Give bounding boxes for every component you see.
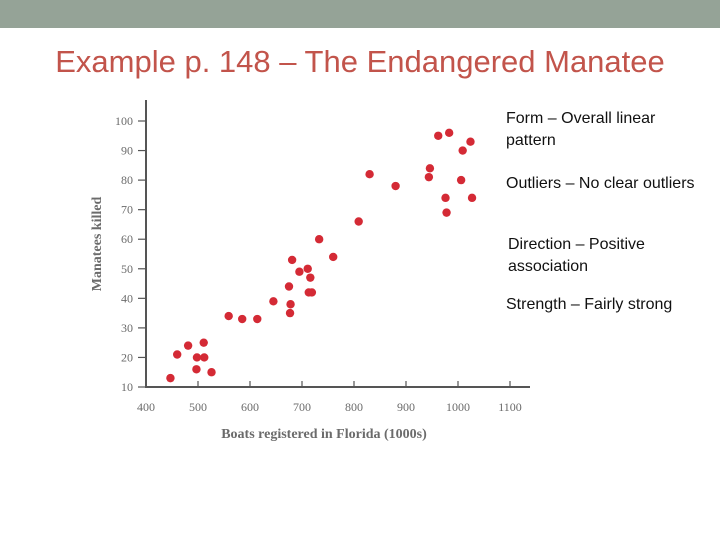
- data-point: [329, 252, 338, 262]
- y-ticks: 10 20 30 40 50 60 70 80 90 100: [115, 114, 146, 394]
- x-ticks: 400 500 600 700 800 900 1000 1100: [137, 381, 522, 414]
- data-point: [424, 172, 434, 182]
- data-point: [199, 338, 208, 347]
- x-tick-label: 1100: [498, 400, 522, 414]
- y-tick-label: 40: [121, 291, 133, 305]
- data-point: [173, 350, 182, 359]
- data-point: [314, 235, 324, 244]
- data-point: [287, 255, 297, 265]
- note-strength: Strength – Fairly strong: [506, 296, 673, 313]
- data-point: [303, 264, 312, 273]
- data-point: [365, 170, 374, 179]
- y-axis-label: Manatees killed: [90, 197, 105, 292]
- data-point: [269, 297, 278, 306]
- y-tick-label: 50: [121, 262, 133, 276]
- data-point: [354, 217, 363, 226]
- data-point: [285, 308, 295, 318]
- y-tick-label: 100: [115, 114, 133, 128]
- y-tick-label: 20: [121, 350, 133, 364]
- y-tick-label: 30: [121, 321, 133, 335]
- data-point: [200, 353, 209, 362]
- chart-axes: [145, 100, 530, 388]
- data-point: [444, 128, 454, 138]
- data-point: [466, 137, 475, 146]
- x-tick-label: 900: [397, 400, 415, 414]
- note-form: Form – Overall linear pattern: [506, 110, 656, 149]
- y-tick-label: 10: [121, 380, 133, 394]
- data-point: [441, 193, 450, 203]
- data-point: [434, 131, 443, 140]
- data-point: [456, 175, 466, 185]
- data-point: [284, 282, 294, 291]
- data-point: [425, 164, 435, 173]
- data-point: [307, 288, 317, 297]
- x-tick-label: 800: [345, 400, 363, 414]
- note-direction: Direction – Positive association: [508, 236, 645, 275]
- note-outliers: Outliers – No clear outliers: [506, 175, 695, 192]
- data-point: [183, 341, 193, 350]
- x-tick-label: 400: [137, 400, 155, 414]
- data-point: [192, 353, 202, 362]
- x-tick-label: 700: [293, 400, 311, 414]
- y-tick-label: 90: [121, 144, 133, 158]
- x-axis-label: Boats registered in Florida (1000s): [221, 427, 427, 442]
- data-point: [286, 300, 295, 309]
- data-point: [192, 365, 201, 374]
- slide-title: Example p. 148 – The Endangered Manatee: [55, 44, 665, 79]
- x-tick-label: 500: [189, 400, 207, 414]
- x-tick-label: 600: [241, 400, 259, 414]
- data-point: [391, 181, 400, 191]
- y-tick-label: 80: [121, 173, 133, 187]
- data-point: [442, 208, 451, 217]
- data-point: [306, 273, 315, 282]
- data-point: [467, 193, 477, 203]
- top-bar: [0, 0, 720, 28]
- data-point: [207, 368, 216, 377]
- data-point: [166, 373, 175, 383]
- data-points: [166, 128, 477, 383]
- data-point: [295, 267, 304, 276]
- x-tick-label: 1000: [446, 400, 470, 414]
- data-point: [458, 146, 467, 155]
- data-point: [253, 314, 262, 324]
- y-tick-label: 60: [121, 232, 133, 246]
- data-point: [224, 311, 233, 321]
- data-point: [238, 314, 247, 324]
- y-tick-label: 70: [121, 203, 133, 217]
